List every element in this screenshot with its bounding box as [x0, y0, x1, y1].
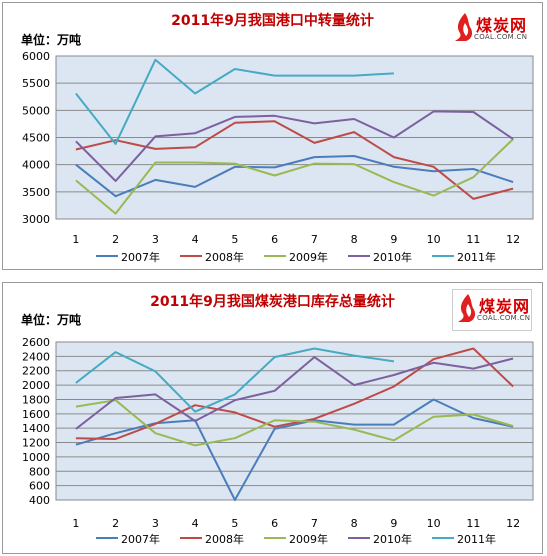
- y-tick-label: 600: [29, 480, 50, 493]
- legend-label: 2008年: [205, 251, 244, 264]
- y-tick-label: 6000: [22, 50, 50, 63]
- y-tick-label: 400: [29, 494, 50, 507]
- flame-logo-icon: [455, 13, 473, 41]
- x-tick-label: 6: [271, 233, 278, 246]
- brand-logo: 煤炭网 COAL.COM.CN: [452, 289, 532, 331]
- y-tick-label: 1200: [22, 437, 50, 450]
- legend-label: 2009年: [289, 251, 328, 264]
- x-tick-label: 7: [311, 233, 318, 246]
- y-tick-label: 2400: [22, 350, 50, 363]
- series-line-0: [75, 398, 514, 501]
- y-tick-label: 1600: [22, 408, 50, 421]
- legend-swatch: [348, 537, 370, 539]
- x-tick-label: 2: [112, 233, 119, 246]
- series-line-2: [75, 399, 514, 447]
- x-tick-label: 9: [390, 517, 397, 530]
- series-line-1: [75, 120, 514, 200]
- x-tick-label: 4: [192, 233, 199, 246]
- x-tick-label: 11: [466, 233, 480, 246]
- y-tick-label: 5000: [22, 104, 50, 117]
- y-tick-label: 800: [29, 465, 50, 478]
- series-line-4: [75, 347, 395, 413]
- y-tick-label: 4500: [22, 132, 50, 145]
- brand-name: 煤炭网: [479, 297, 531, 316]
- y-tick-label: 3000: [22, 213, 50, 226]
- brand-url: COAL.COM.CN: [477, 314, 531, 322]
- legend-label: 2007年: [121, 533, 160, 546]
- legend-swatch: [432, 255, 454, 257]
- brand-url: COAL.COM.CN: [474, 33, 528, 41]
- x-tick-label: 3: [152, 233, 159, 246]
- legend-swatch: [96, 255, 118, 257]
- legend-swatch: [180, 537, 202, 539]
- x-tick-label: 9: [390, 233, 397, 246]
- x-tick-label: 5: [231, 233, 238, 246]
- series-line-0: [75, 155, 514, 198]
- legend-label: 2009年: [289, 533, 328, 546]
- y-tick-label: 3500: [22, 186, 50, 199]
- legend-swatch: [432, 537, 454, 539]
- legend-label: 2007年: [121, 251, 160, 264]
- legend-label: 2011年: [457, 251, 496, 264]
- x-tick-label: 7: [311, 517, 318, 530]
- legend-swatch: [348, 255, 370, 257]
- legend-label: 2010年: [373, 251, 412, 264]
- x-tick-label: 6: [271, 517, 278, 530]
- x-tick-label: 10: [427, 517, 441, 530]
- x-tick-label: 1: [72, 233, 79, 246]
- x-tick-label: 8: [351, 233, 358, 246]
- unit-label: 单位：万吨: [21, 33, 82, 47]
- x-tick-label: 12: [506, 517, 520, 530]
- legend-swatch: [180, 255, 202, 257]
- y-tick-label: 1800: [22, 393, 50, 406]
- y-tick-label: 2000: [22, 379, 50, 392]
- flame-logo-icon: [458, 294, 476, 322]
- y-tick-label: 2600: [22, 336, 50, 349]
- y-tick-label: 2200: [22, 365, 50, 378]
- x-tick-label: 12: [506, 233, 520, 246]
- x-tick-label: 10: [427, 233, 441, 246]
- x-tick-label: 11: [466, 517, 480, 530]
- legend-label: 2008年: [205, 533, 244, 546]
- chart-panel-transit: 3000 3500 4000 4500 5000 5500 6000 1 2 3 4 5 6 7 8 9 10 1…: [2, 2, 543, 270]
- chart-legend: 2007年 2008年 2009年 2010年 2011年: [3, 531, 542, 546]
- chart-panel-inventory: 400 600 800 1000 1200 1400 1600 1800 2000 2200 240…: [2, 282, 543, 554]
- brand-name: 煤炭网: [476, 16, 528, 35]
- legend-label: 2011年: [457, 533, 496, 546]
- y-tick-label: 1400: [22, 422, 50, 435]
- legend-swatch: [96, 537, 118, 539]
- chart-title: 2011年9月我国港口中转量统计: [171, 13, 374, 29]
- y-tick-label: 5500: [22, 77, 50, 90]
- y-tick-label: 1000: [22, 451, 50, 464]
- x-tick-label: 8: [351, 517, 358, 530]
- legend-swatch: [264, 537, 286, 539]
- unit-label: 单位：万吨: [21, 313, 82, 327]
- series-line-2: [75, 138, 514, 215]
- legend-label: 2010年: [373, 533, 412, 546]
- x-tick-label: 3: [152, 517, 159, 530]
- chart-legend: 2007年 2008年 2009年 2010年 2011年: [3, 249, 542, 264]
- chart-title: 2011年9月我国煤炭港口库存总量统计: [150, 294, 395, 310]
- x-tick-label: 1: [72, 517, 79, 530]
- x-tick-label: 5: [231, 517, 238, 530]
- series-line-3: [75, 356, 514, 430]
- series-line-3: [75, 110, 514, 182]
- x-tick-label: 2: [112, 517, 119, 530]
- brand-logo: 煤炭网 COAL.COM.CN: [450, 9, 532, 49]
- series-line-4: [75, 58, 394, 145]
- x-tick-label: 4: [192, 517, 199, 530]
- y-tick-label: 4000: [22, 159, 50, 172]
- legend-swatch: [264, 255, 286, 257]
